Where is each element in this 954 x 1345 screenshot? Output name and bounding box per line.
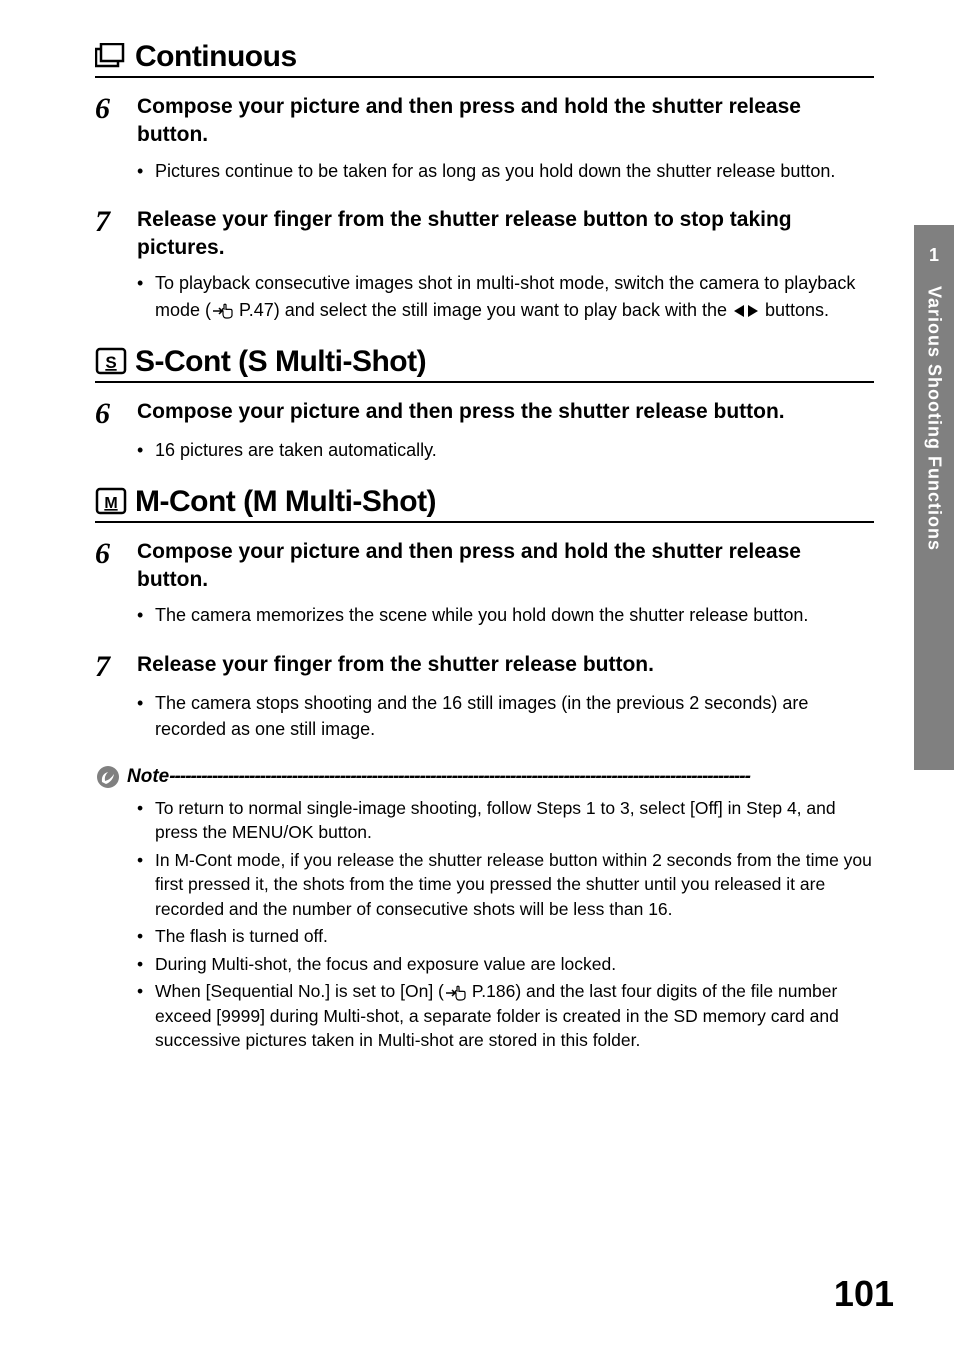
section-title: Continuous (135, 40, 297, 74)
bullet-item: Pictures continue to be taken for as lon… (137, 158, 874, 184)
step-number: 7 (95, 651, 137, 682)
note-header: Note -----------------------------------… (95, 764, 874, 790)
bullet-list: The camera stops shooting and the 16 sti… (137, 690, 874, 742)
page-content: Continuous6Compose your picture and then… (0, 0, 954, 1053)
step-text: Compose your picture and then press and … (137, 538, 874, 595)
step-number: 7 (95, 206, 137, 263)
svg-text:M: M (104, 495, 117, 512)
section-header: Continuous (95, 40, 874, 78)
step-text: Release your finger from the shutter rel… (137, 651, 654, 682)
bullet-item: 16 pictures are taken automatically. (137, 437, 874, 463)
step: 6Compose your picture and then press the… (95, 398, 874, 429)
pointer-hand-icon (444, 984, 472, 1002)
step-text: Compose your picture and then press and … (137, 93, 874, 150)
step-text: Release your finger from the shutter rel… (137, 206, 874, 263)
left-right-arrows-icon (732, 303, 760, 319)
section-header: S S-Cont (S Multi-Shot) (95, 345, 874, 383)
note-item: In M-Cont mode, if you release the shutt… (137, 848, 874, 922)
step: 6Compose your picture and then press and… (95, 93, 874, 150)
section-title: S-Cont (S Multi-Shot) (135, 345, 426, 379)
step: 6Compose your picture and then press and… (95, 538, 874, 595)
section-title: M-Cont (M Multi-Shot) (135, 485, 436, 519)
page-number: 101 (834, 1273, 894, 1315)
note-item: During Multi-shot, the focus and exposur… (137, 952, 874, 977)
pointer-hand-icon (211, 302, 239, 320)
bullet-item: The camera memorizes the scene while you… (137, 602, 874, 628)
bullet-list: 16 pictures are taken automatically. (137, 437, 874, 463)
note-list: To return to normal single-image shootin… (137, 796, 874, 1053)
svg-text:S: S (105, 353, 116, 372)
bullet-list: The camera memorizes the scene while you… (137, 602, 874, 628)
bullet-list: Pictures continue to be taken for as lon… (137, 158, 874, 184)
note-item: When [Sequential No.] is set to [On] (P.… (137, 979, 874, 1053)
section-header: M M-Cont (M Multi-Shot) (95, 485, 874, 523)
section-icon: M (95, 487, 135, 517)
step: 7Release your finger from the shutter re… (95, 206, 874, 263)
bullet-item: The camera stops shooting and the 16 sti… (137, 690, 874, 742)
note-item: To return to normal single-image shootin… (137, 796, 874, 845)
note-label: Note (127, 766, 169, 788)
step-number: 6 (95, 398, 137, 429)
step-number: 6 (95, 538, 137, 595)
note-item: The flash is turned off. (137, 924, 874, 949)
note-icon (95, 764, 121, 790)
section-icon: S (95, 347, 135, 377)
step: 7Release your finger from the shutter re… (95, 651, 874, 682)
bullet-list: To playback consecutive images shot in m… (137, 270, 874, 322)
section-icon (95, 43, 135, 71)
step-text: Compose your picture and then press the … (137, 398, 785, 429)
step-number: 6 (95, 93, 137, 150)
note-dashes: ----------------------------------------… (169, 766, 874, 788)
bullet-item: To playback consecutive images shot in m… (137, 270, 874, 322)
